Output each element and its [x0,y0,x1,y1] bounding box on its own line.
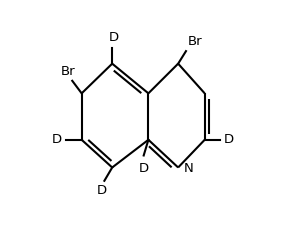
Text: D: D [52,133,62,146]
Text: D: D [108,31,118,44]
Text: D: D [139,162,148,174]
Text: Br: Br [61,65,76,78]
Text: N: N [184,162,194,175]
Text: Br: Br [188,35,203,48]
Text: D: D [224,133,234,146]
Text: D: D [96,184,106,197]
